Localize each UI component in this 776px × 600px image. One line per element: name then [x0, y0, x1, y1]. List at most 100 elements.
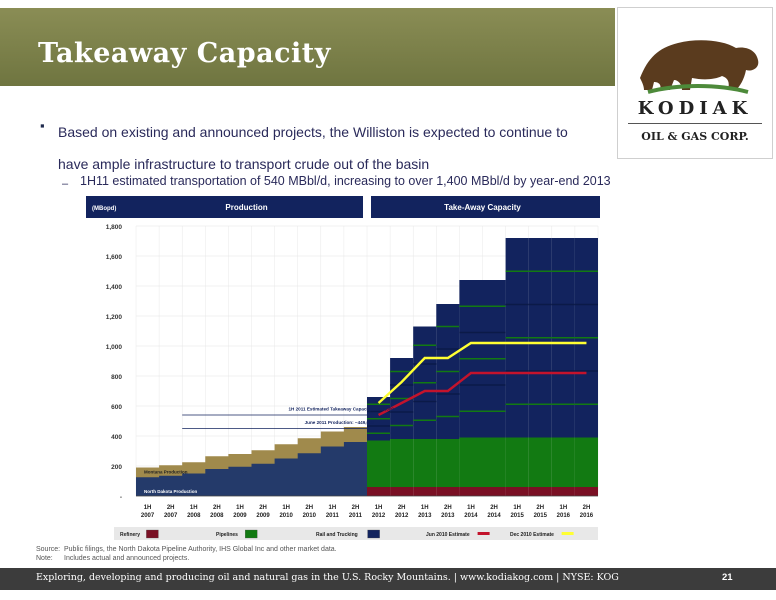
x-tick-label-year: 2010 — [303, 513, 317, 519]
label-montana-production: Montana Production — [144, 470, 188, 475]
bar-pipelines — [482, 437, 506, 487]
y-tick-label: 1,600 — [106, 254, 123, 261]
x-tick-label-half: 1H — [467, 505, 475, 511]
legend-label: Rail and Trucking — [316, 532, 358, 538]
bar-refinery — [459, 487, 483, 496]
logo-name: KODIAK — [637, 98, 753, 119]
bar-pipelines — [574, 437, 598, 487]
x-tick-label-year: 2009 — [233, 513, 247, 519]
y-tick-label: 600 — [111, 404, 122, 411]
label-north-dakota-production: North Dakota Production — [144, 489, 198, 494]
annotation-takeaway: 1H 2011 Estimated Takeaway Capacity: ~54… — [288, 407, 394, 412]
logo-subtitle: OIL & GAS CORP. — [641, 130, 749, 143]
annotation-production: June 2011 Production: ~449,000 — [305, 420, 375, 425]
takeaway-capacity-chart: (MBopd) Production Take-Away Capacity 1,800… — [86, 196, 600, 540]
y-tick-label: 1,000 — [106, 344, 123, 351]
x-tick-label-year: 2014 — [487, 513, 501, 519]
bar-pipelines — [390, 439, 414, 487]
x-tick-label-year: 2011 — [326, 513, 340, 519]
x-tick-label-half: 2H — [259, 505, 267, 511]
bar-pipelines — [528, 437, 552, 487]
source-notes: Source: Public filings, the North Dakota … — [36, 545, 337, 563]
x-tick-label-half: 1H — [560, 505, 568, 511]
legend-label: Pipelines — [216, 532, 238, 538]
bullet-text-1: Based on existing and announced projects… — [58, 124, 568, 172]
legend-swatch — [477, 532, 490, 535]
x-tick-label-half: 1H — [375, 505, 383, 511]
header-bar-capacity — [371, 196, 600, 218]
x-tick-label-year: 2009 — [256, 513, 270, 519]
company-logo: KODIAK OIL & GAS CORP. — [617, 7, 773, 159]
bar-pipelines — [413, 439, 437, 487]
bar-refinery — [505, 487, 529, 496]
header-bar-production — [86, 196, 363, 218]
x-tick-label-half: 2H — [167, 505, 175, 511]
x-tick-label-year: 2011 — [349, 513, 363, 519]
x-tick-label-half: 2H — [305, 505, 313, 511]
bar-pipelines — [551, 437, 575, 487]
y-tick-label: 1,800 — [106, 224, 123, 231]
x-tick-label-year: 2008 — [210, 513, 224, 519]
bar-refinery — [413, 487, 437, 496]
x-tick-label-year: 2007 — [164, 513, 178, 519]
bullet-icon: ▪ — [40, 118, 45, 133]
footer-bar — [0, 568, 776, 590]
x-tick-label-year: 2016 — [557, 513, 571, 519]
line-jun-2010-estimate — [377, 371, 587, 417]
bar-pipelines — [505, 437, 529, 487]
y-unit-label: (MBopd) — [92, 206, 116, 212]
x-tick-label-year: 2010 — [279, 513, 293, 519]
note-label: Note: — [36, 555, 53, 562]
area-north-dakota-production — [136, 442, 367, 496]
legend-label: Refinery — [120, 532, 140, 538]
footer-text: Exploring, developing and producing oil … — [36, 572, 619, 583]
source-label: Source: — [36, 546, 61, 553]
y-tick-label: 800 — [111, 374, 122, 381]
legend-label: Jun 2010 Estimate — [426, 532, 470, 538]
x-tick-label-year: 2008 — [187, 513, 201, 519]
legend-label: Dec 2010 Estimate — [510, 532, 554, 538]
bar-refinery — [574, 487, 598, 496]
x-tick-label-half: 2H — [352, 505, 360, 511]
x-tick-label-year: 2016 — [580, 513, 594, 519]
x-tick-label-year: 2012 — [372, 513, 386, 519]
x-tick-label-year: 2014 — [464, 513, 478, 519]
y-tick-label: 1,400 — [106, 284, 123, 291]
y-tick-label: 400 — [111, 434, 122, 441]
x-tick-label-year: 2007 — [141, 513, 155, 519]
line-dec-2010-estimate — [377, 341, 587, 404]
bear-logo-icon — [640, 40, 759, 94]
x-tick-label-half: 1H — [236, 505, 244, 511]
x-tick-label-half: 1H — [144, 505, 152, 511]
x-tick-label-year: 2013 — [418, 513, 432, 519]
bar-refinery — [528, 487, 552, 496]
x-tick-label-year: 2015 — [534, 513, 548, 519]
sub-bullet-dash: – — [62, 178, 69, 190]
x-tick-label-year: 2012 — [395, 513, 409, 519]
bar-refinery — [482, 487, 506, 496]
section-header-production: Production — [225, 203, 267, 212]
x-tick-label-half: 1H — [513, 505, 521, 511]
bar-pipelines — [459, 437, 483, 487]
x-tick-label-half: 1H — [421, 505, 429, 511]
section-header-capacity: Take-Away Capacity — [444, 203, 521, 212]
legend-swatch — [561, 532, 574, 535]
x-tick-label-half: 1H — [329, 505, 337, 511]
legend-swatch — [367, 529, 380, 539]
logo-rule — [628, 123, 762, 124]
legend-swatch — [146, 529, 159, 539]
legend-swatch — [245, 529, 258, 539]
x-tick-label-half: 2H — [536, 505, 544, 511]
x-tick-label-half: 2H — [398, 505, 406, 511]
y-tick-label: - — [120, 494, 122, 501]
page-number: 21 — [722, 572, 733, 583]
header-band — [0, 8, 615, 86]
page-title: Takeaway Capacity — [38, 38, 331, 69]
bar-refinery — [436, 487, 460, 496]
x-tick-label-half: 1H — [282, 505, 290, 511]
bullet-text-2: 1H11 estimated transportation of 540 MBb… — [80, 174, 611, 188]
source-text: Public filings, the North Dakota Pipelin… — [64, 546, 337, 553]
y-tick-label: 1,200 — [106, 314, 123, 321]
x-tick-label-year: 2013 — [441, 513, 455, 519]
bar-refinery — [390, 487, 414, 496]
